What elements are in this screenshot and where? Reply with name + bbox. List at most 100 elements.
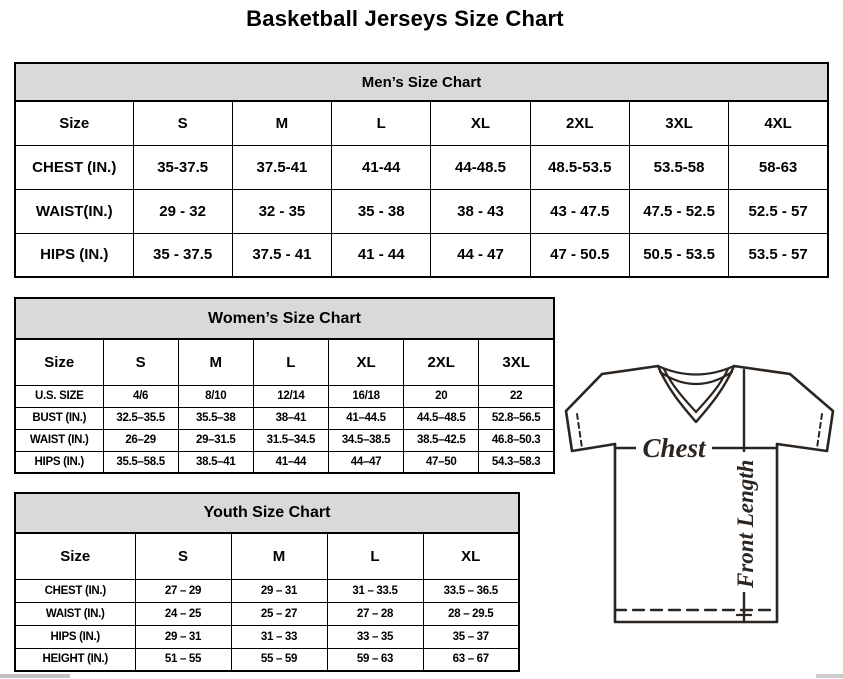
row-label: CHEST (IN.) bbox=[14, 144, 134, 190]
mens-col-4xl: 4XL bbox=[728, 100, 829, 146]
size-cell: 47.5 - 52.5 bbox=[628, 188, 730, 234]
size-cell: 52.5 - 57 bbox=[728, 188, 829, 234]
size-cell: 31 – 33.5 bbox=[326, 578, 424, 603]
size-cell: 22 bbox=[478, 384, 555, 408]
size-cell: 37.5 - 41 bbox=[231, 232, 333, 278]
youth-col-xl: XL bbox=[422, 532, 520, 580]
size-cell: 44-48.5 bbox=[430, 144, 531, 190]
youth-col-l: L bbox=[326, 532, 424, 580]
size-cell: 46.8–50.3 bbox=[478, 428, 555, 452]
womens-col-m: M bbox=[177, 338, 254, 386]
size-cell: 35 - 38 bbox=[331, 188, 432, 234]
horizontal-scrollbar-fragment[interactable] bbox=[816, 674, 843, 678]
size-cell: 51 – 55 bbox=[134, 647, 232, 672]
mens-col-l: L bbox=[331, 100, 432, 146]
size-cell: 32.5–35.5 bbox=[102, 406, 179, 430]
chest-label-bg bbox=[636, 432, 712, 463]
row-label: WAIST (IN.) bbox=[14, 601, 136, 626]
mens-col-m: M bbox=[231, 100, 333, 146]
youth-waist-row: WAIST (IN.) 24 – 25 25 – 27 27 – 28 28 –… bbox=[14, 601, 520, 626]
size-cell: 16/18 bbox=[327, 384, 405, 408]
size-cell: 53.5 - 57 bbox=[728, 232, 829, 278]
jersey-cuff-dash-right bbox=[816, 413, 823, 449]
row-label: CHEST (IN.) bbox=[14, 578, 136, 603]
row-label: WAIST (IN.) bbox=[14, 428, 104, 452]
mens-table-title: Men’s Size Chart bbox=[14, 62, 829, 102]
mens-col-s: S bbox=[132, 100, 233, 146]
size-cell: 35 - 37.5 bbox=[132, 232, 233, 278]
jersey-vneck-outer bbox=[656, 364, 736, 424]
womens-size-table: Women’s Size Chart Size S M L XL 2XL 3XL… bbox=[14, 297, 555, 474]
size-cell: 27 – 28 bbox=[326, 601, 424, 626]
jersey-vneck-inner bbox=[662, 367, 730, 414]
size-cell: 48.5-53.5 bbox=[529, 144, 630, 190]
row-label: BUST (IN.) bbox=[14, 406, 104, 430]
youth-table-title: Youth Size Chart bbox=[14, 492, 520, 534]
size-cell: 37.5-41 bbox=[231, 144, 333, 190]
size-cell: 35.5–58.5 bbox=[102, 450, 179, 474]
mens-hips-row: HIPS (IN.) 35 - 37.5 37.5 - 41 41 - 44 4… bbox=[14, 232, 829, 278]
size-cell: 29–31.5 bbox=[177, 428, 254, 452]
mens-col-3xl: 3XL bbox=[628, 100, 730, 146]
jersey-collar-back bbox=[656, 364, 736, 376]
size-cell: 44–47 bbox=[327, 450, 405, 474]
row-label: HEIGHT (IN.) bbox=[14, 647, 136, 672]
size-cell: 41-44 bbox=[331, 144, 432, 190]
youth-col-m: M bbox=[230, 532, 328, 580]
row-label: U.S. SIZE bbox=[14, 384, 104, 408]
horizontal-scrollbar-thumb[interactable] bbox=[0, 674, 70, 678]
womens-col-xl: XL bbox=[327, 338, 405, 386]
size-cell: 54.3–58.3 bbox=[478, 450, 555, 474]
size-cell: 55 – 59 bbox=[230, 647, 328, 672]
size-cell: 12/14 bbox=[252, 384, 329, 408]
front-length-label-group: Front Length bbox=[733, 452, 759, 592]
size-cell: 8/10 bbox=[177, 384, 254, 408]
womens-col-size: Size bbox=[14, 338, 104, 386]
youth-size-table: Youth Size Chart Size S M L XL CHEST (IN… bbox=[14, 492, 520, 672]
womens-col-s: S bbox=[102, 338, 179, 386]
size-cell: 44.5–48.5 bbox=[403, 406, 480, 430]
size-cell: 38.5–42.5 bbox=[403, 428, 480, 452]
womens-table-title: Women’s Size Chart bbox=[14, 297, 555, 340]
size-cell: 35 – 37 bbox=[422, 624, 520, 649]
size-cell: 24 – 25 bbox=[134, 601, 232, 626]
row-label: WAIST(IN.) bbox=[14, 188, 134, 234]
size-cell: 35-37.5 bbox=[132, 144, 233, 190]
size-cell: 41 - 44 bbox=[331, 232, 432, 278]
womens-bust-row: BUST (IN.) 32.5–35.5 35.5–38 38–41 41–44… bbox=[14, 406, 555, 430]
size-cell: 29 – 31 bbox=[230, 578, 328, 603]
chest-label: Chest bbox=[642, 433, 707, 463]
size-cell: 35.5–38 bbox=[177, 406, 254, 430]
mens-col-2xl: 2XL bbox=[529, 100, 630, 146]
size-cell: 41–44.5 bbox=[327, 406, 405, 430]
womens-col-l: L bbox=[252, 338, 329, 386]
size-cell: 38 - 43 bbox=[430, 188, 531, 234]
size-cell: 53.5-58 bbox=[628, 144, 730, 190]
jersey-measurement-diagram: Chest Front Length bbox=[564, 364, 835, 624]
size-cell: 31 – 33 bbox=[230, 624, 328, 649]
page-title: Basketball Jerseys Size Chart bbox=[246, 6, 564, 31]
youth-height-row: HEIGHT (IN.) 51 – 55 55 – 59 59 – 63 63 … bbox=[14, 647, 520, 672]
size-cell: 47 - 50.5 bbox=[529, 232, 630, 278]
size-cell: 59 – 63 bbox=[326, 647, 424, 672]
front-length-label-bg bbox=[734, 452, 759, 592]
size-cell: 31.5–34.5 bbox=[252, 428, 329, 452]
womens-ussize-row: U.S. SIZE 4/6 8/10 12/14 16/18 20 22 bbox=[14, 384, 555, 408]
womens-waist-row: WAIST (IN.) 26–29 29–31.5 31.5–34.5 34.5… bbox=[14, 428, 555, 452]
womens-hips-row: HIPS (IN.) 35.5–58.5 38.5–41 41–44 44–47… bbox=[14, 450, 555, 474]
mens-size-table: Men’s Size Chart Size S M L XL 2XL 3XL 4… bbox=[14, 62, 829, 278]
chest-label-group: Chest bbox=[636, 432, 712, 463]
mens-waist-row: WAIST(IN.) 29 - 32 32 - 35 35 - 38 38 - … bbox=[14, 188, 829, 234]
size-cell: 29 – 31 bbox=[134, 624, 232, 649]
size-cell: 44 - 47 bbox=[430, 232, 531, 278]
size-cell: 38.5–41 bbox=[177, 450, 254, 474]
size-cell: 4/6 bbox=[102, 384, 179, 408]
front-length-label: Front Length bbox=[733, 460, 758, 589]
row-label: HIPS (IN.) bbox=[14, 624, 136, 649]
row-label: HIPS (IN.) bbox=[14, 450, 104, 474]
size-cell: 38–41 bbox=[252, 406, 329, 430]
row-label: HIPS (IN.) bbox=[14, 232, 134, 278]
size-cell: 52.8–56.5 bbox=[478, 406, 555, 430]
womens-col-2xl: 2XL bbox=[403, 338, 480, 386]
size-cell: 20 bbox=[403, 384, 480, 408]
